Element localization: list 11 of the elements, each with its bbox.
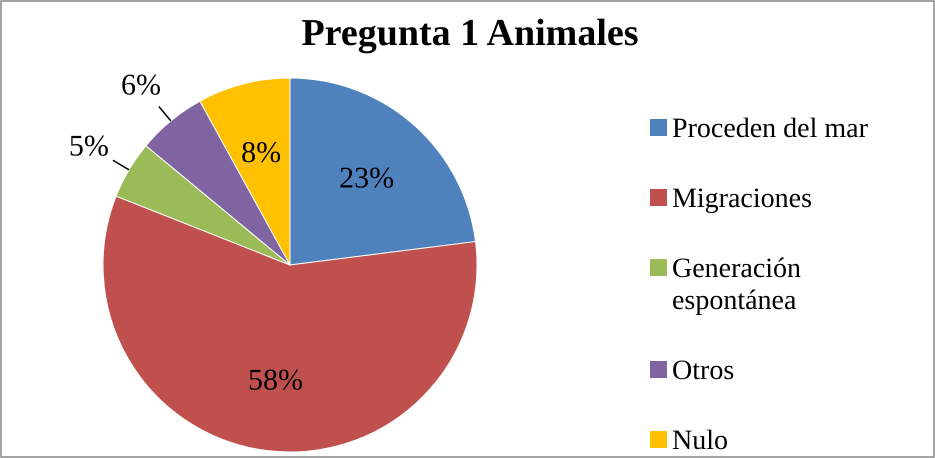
- data-label: 58%: [248, 364, 303, 397]
- data-label: 5%: [68, 130, 109, 163]
- legend-label: Otros: [672, 354, 734, 386]
- legend-label: Proceden del mar: [672, 112, 869, 144]
- chart-title: Pregunta 1 Animales: [301, 12, 639, 54]
- data-label: 8%: [241, 136, 282, 170]
- data-label: 6%: [121, 68, 161, 102]
- legend-label: Generación espontánea: [672, 252, 802, 316]
- data-label: 23%: [339, 162, 394, 195]
- legend-label: Nulo: [672, 424, 728, 456]
- legend-label: Migraciones: [672, 182, 812, 214]
